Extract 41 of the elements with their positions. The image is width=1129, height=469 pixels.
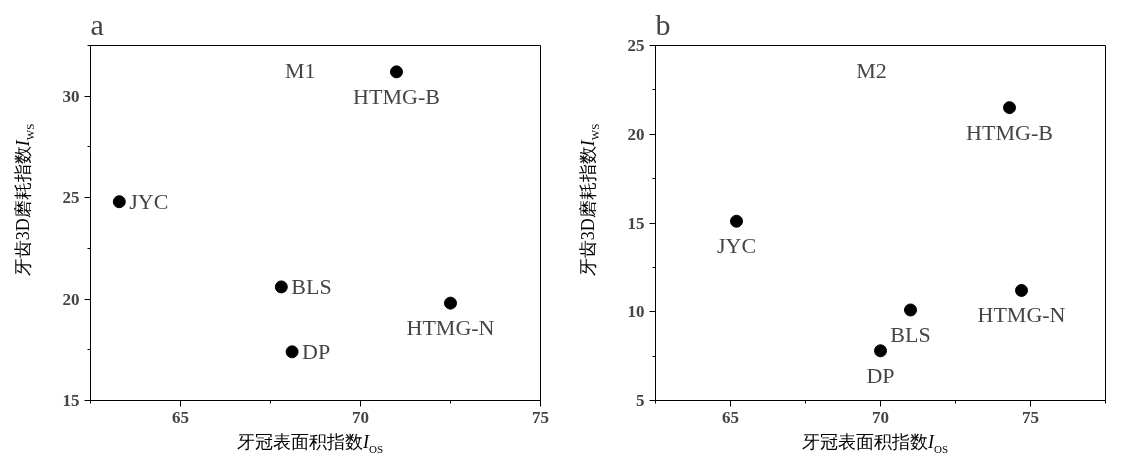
annotation: HTMG-B — [966, 119, 1053, 145]
annotation: M2 — [856, 57, 887, 83]
annotation: DP — [866, 362, 895, 388]
y-tick-label: 30 — [62, 86, 80, 106]
point — [874, 344, 887, 358]
annotation: JYC — [129, 189, 169, 215]
y-tick-label: 10 — [627, 302, 645, 322]
annotation: HTMG-B — [353, 83, 440, 109]
annotation: BLS — [291, 274, 332, 300]
point — [112, 195, 126, 209]
annotation: BLS — [890, 321, 931, 347]
annotation: DP — [302, 339, 331, 365]
chart-title: a — [90, 7, 104, 41]
point — [390, 65, 403, 79]
y-tick-label: 20 — [627, 124, 645, 144]
x-axis-title: 牙冠表面积指数I$_{OS}$ — [236, 431, 384, 457]
point — [285, 345, 299, 359]
annotation: HTMG-N — [977, 302, 1066, 328]
y-tick-label: 15 — [62, 391, 80, 410]
y-tick-label: 5 — [636, 391, 645, 410]
y-tick-label: 25 — [627, 36, 645, 55]
point — [1015, 283, 1028, 297]
x-tick-label: 75 — [532, 407, 549, 427]
y-tick-label: 20 — [62, 289, 80, 309]
point — [274, 280, 288, 294]
point — [1003, 101, 1016, 115]
annotation: JYC — [716, 233, 757, 259]
x-tick-label: 70 — [352, 407, 369, 427]
point — [904, 303, 917, 317]
x-tick-label: 65 — [172, 407, 189, 427]
x-tick-label: 75 — [1022, 407, 1039, 427]
x-tick-label: 70 — [872, 407, 889, 427]
x-tick-label: 65 — [722, 407, 739, 427]
point — [730, 214, 743, 228]
y-tick-label: 25 — [62, 188, 80, 208]
point — [444, 296, 457, 310]
annotation: HTMG-N — [406, 315, 495, 341]
y-tick-label: 15 — [627, 213, 645, 233]
chart-title: b — [655, 7, 671, 41]
annotation: M1 — [284, 57, 316, 83]
x-axis-title: 牙冠表面积指数I$_{OS}$ — [801, 431, 949, 457]
